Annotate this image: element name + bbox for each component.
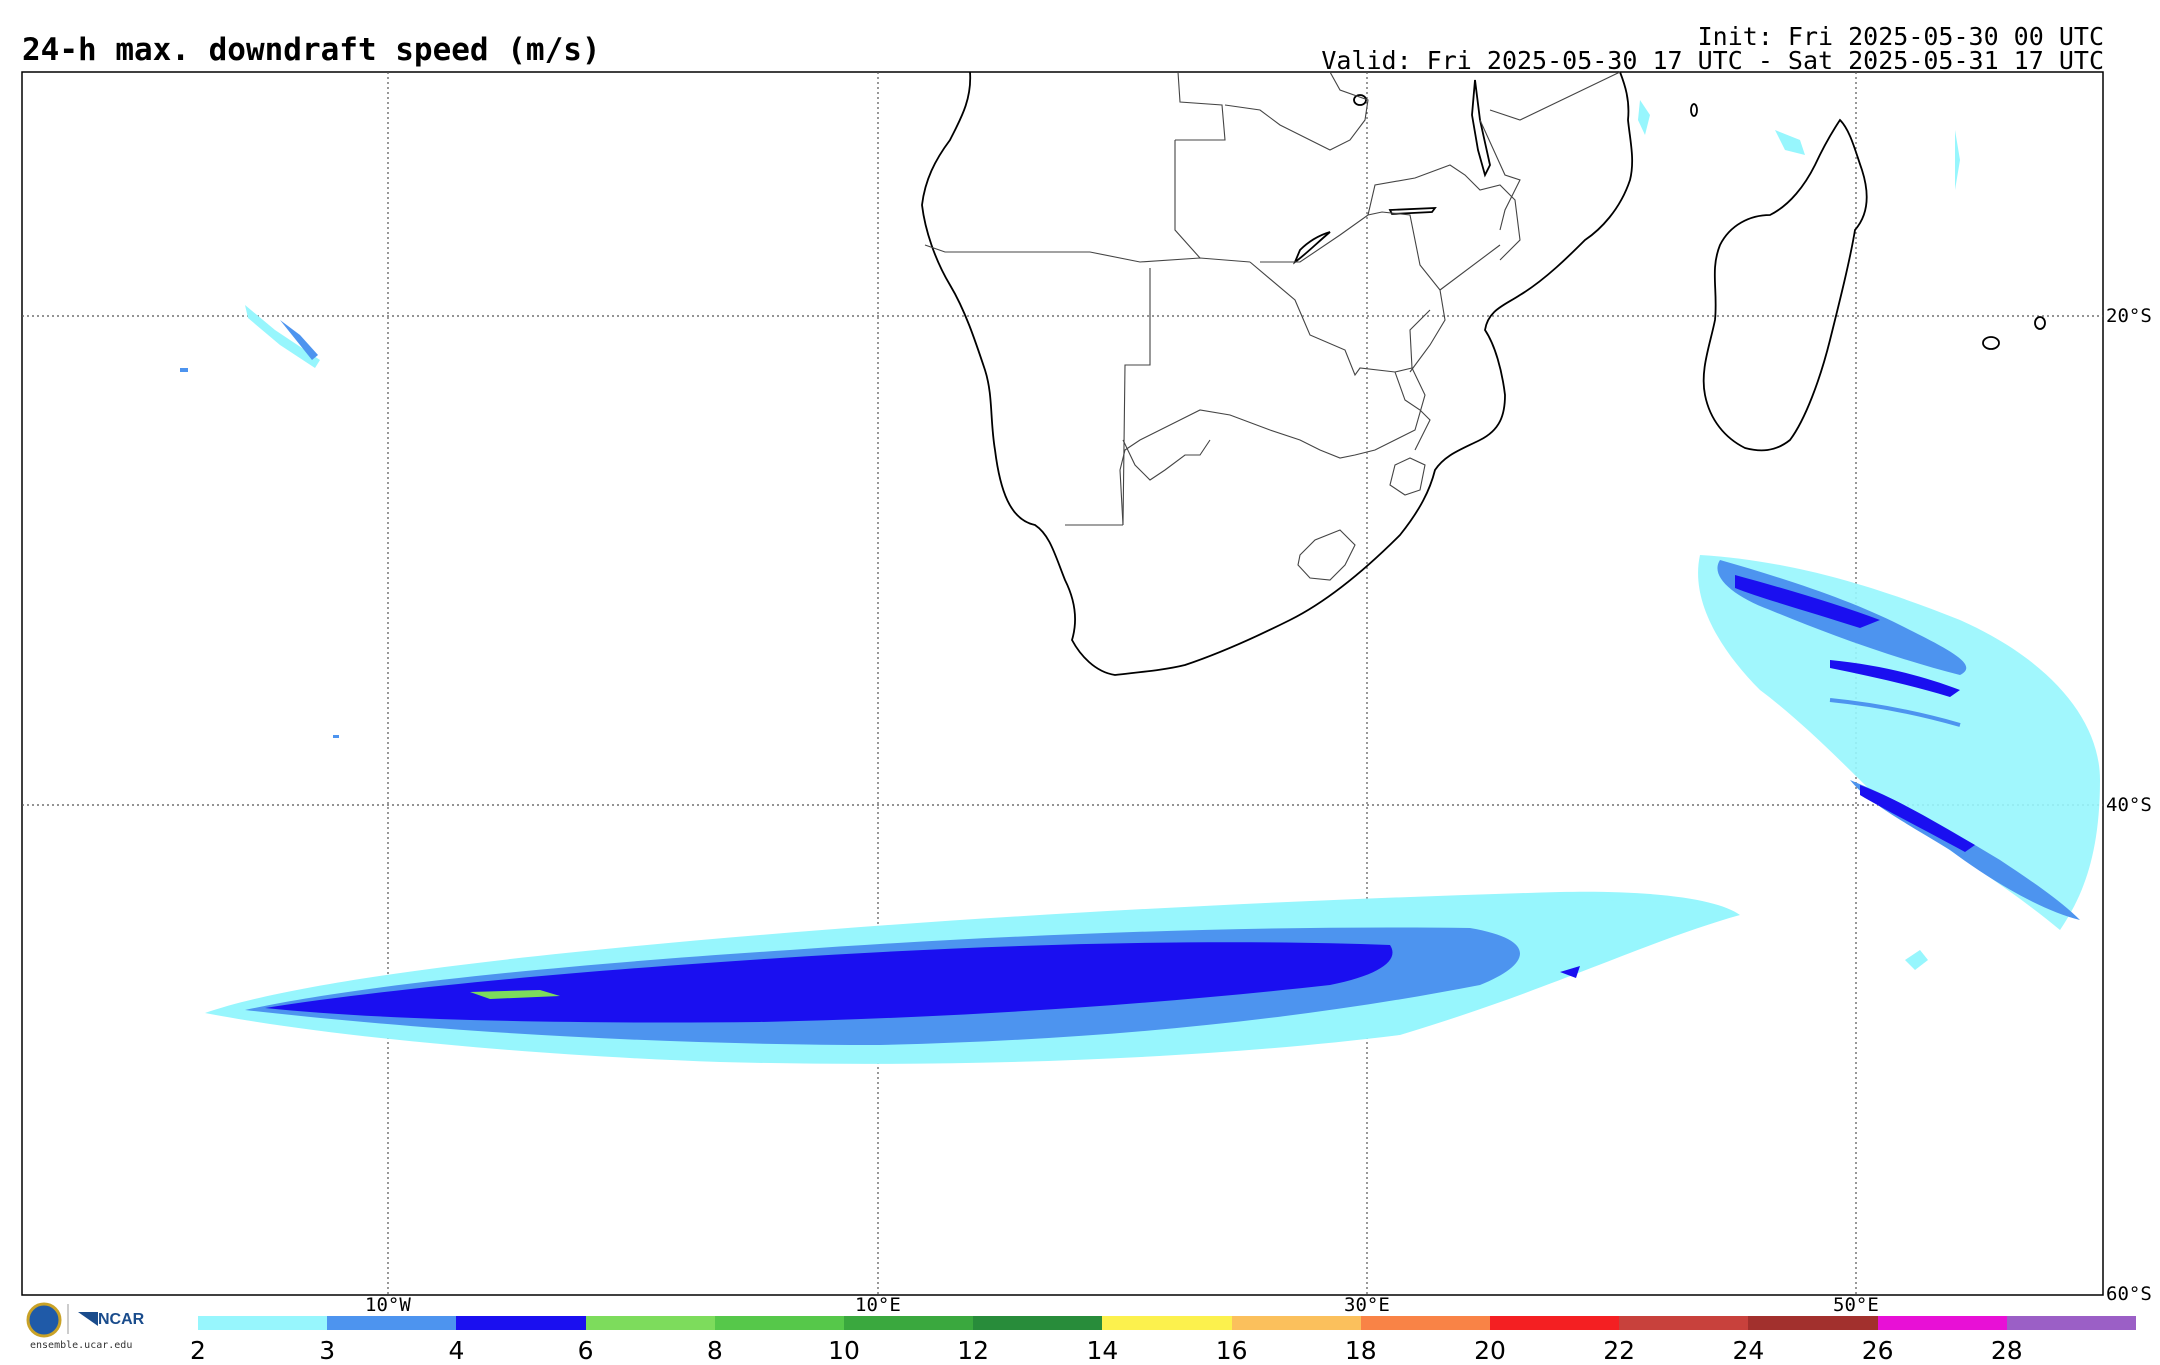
country-borders [924,71,1621,581]
colorbar-cell [198,1316,328,1330]
colorbar-cell [2006,1316,2137,1330]
colorbar-tick-label: 2 [190,1336,206,1365]
colorbar-cell [1102,1316,1232,1330]
lat-label-20s: 20°S [2106,305,2152,327]
colorbar-tick-label: 8 [706,1336,723,1365]
colorbar-tick-label: 20 [1474,1336,1506,1365]
lon-label-10e: 10°E [855,1294,901,1316]
colorbar-cell [1231,1316,1361,1330]
colorbar-cell [844,1316,974,1330]
colorbar-cell [1877,1316,2007,1330]
colorbar-tick-label: 4 [448,1336,465,1365]
lon-label-10w: 10°W [365,1294,411,1316]
colorbar-cell [1490,1316,1620,1330]
nsf-ncar-logo [26,1302,98,1338]
colorbar-tick-label: 22 [1603,1336,1636,1365]
map-title: 24-h max. downdraft speed (m/s) [22,32,601,68]
colorbar-tick-label: 6 [577,1336,594,1365]
downdraft-band-east [1698,555,2100,970]
init-time: Init: Fri 2025-05-30 00 UTC [1697,22,2104,51]
colorbar-cell [327,1316,457,1330]
colorbar-tick-label: 3 [319,1336,336,1365]
downdraft-band-south [205,891,1740,1064]
colorbar-tick-label: 24 [1732,1336,1765,1365]
colorbar-cell [1748,1316,1878,1330]
colorbar-tick-label: 14 [1086,1336,1119,1365]
colorbar-cell [1619,1316,1749,1330]
lon-label-50e: 50°E [1833,1294,1879,1316]
colorbar-tick-label: 10 [828,1336,860,1365]
lon-label-30e: 30°E [1344,1294,1390,1316]
colorbar-tick-label: 26 [1861,1336,1894,1365]
colorbar-cell [456,1316,586,1330]
lat-label-40s: 40°S [2106,794,2152,816]
colorbar-tick-label: 16 [1215,1336,1248,1365]
ncar-logo-text: NCAR [98,1311,145,1328]
colorbar-cell [585,1316,715,1330]
footer-url: ensemble.ucar.edu [30,1340,133,1351]
nsf-logo-icon [26,1302,62,1338]
coastlines [921,71,2046,676]
downdraft-speckles [180,100,1960,738]
valid-time: Valid: Fri 2025-05-30 17 UTC - Sat 2025-… [1321,46,2104,75]
colorbar-tick-label: 18 [1344,1336,1377,1365]
ncar-logo-icon [78,1312,98,1326]
lat-label-60s: 60°S [2106,1283,2152,1305]
colorbar-cell [714,1316,845,1330]
colorbar-tick-label: 28 [1990,1336,2023,1365]
colorbar-tick-label: 12 [957,1336,990,1365]
colorbar-cell [973,1316,1103,1330]
colorbar [198,1316,2137,1330]
colorbar-cell [1360,1316,1491,1330]
